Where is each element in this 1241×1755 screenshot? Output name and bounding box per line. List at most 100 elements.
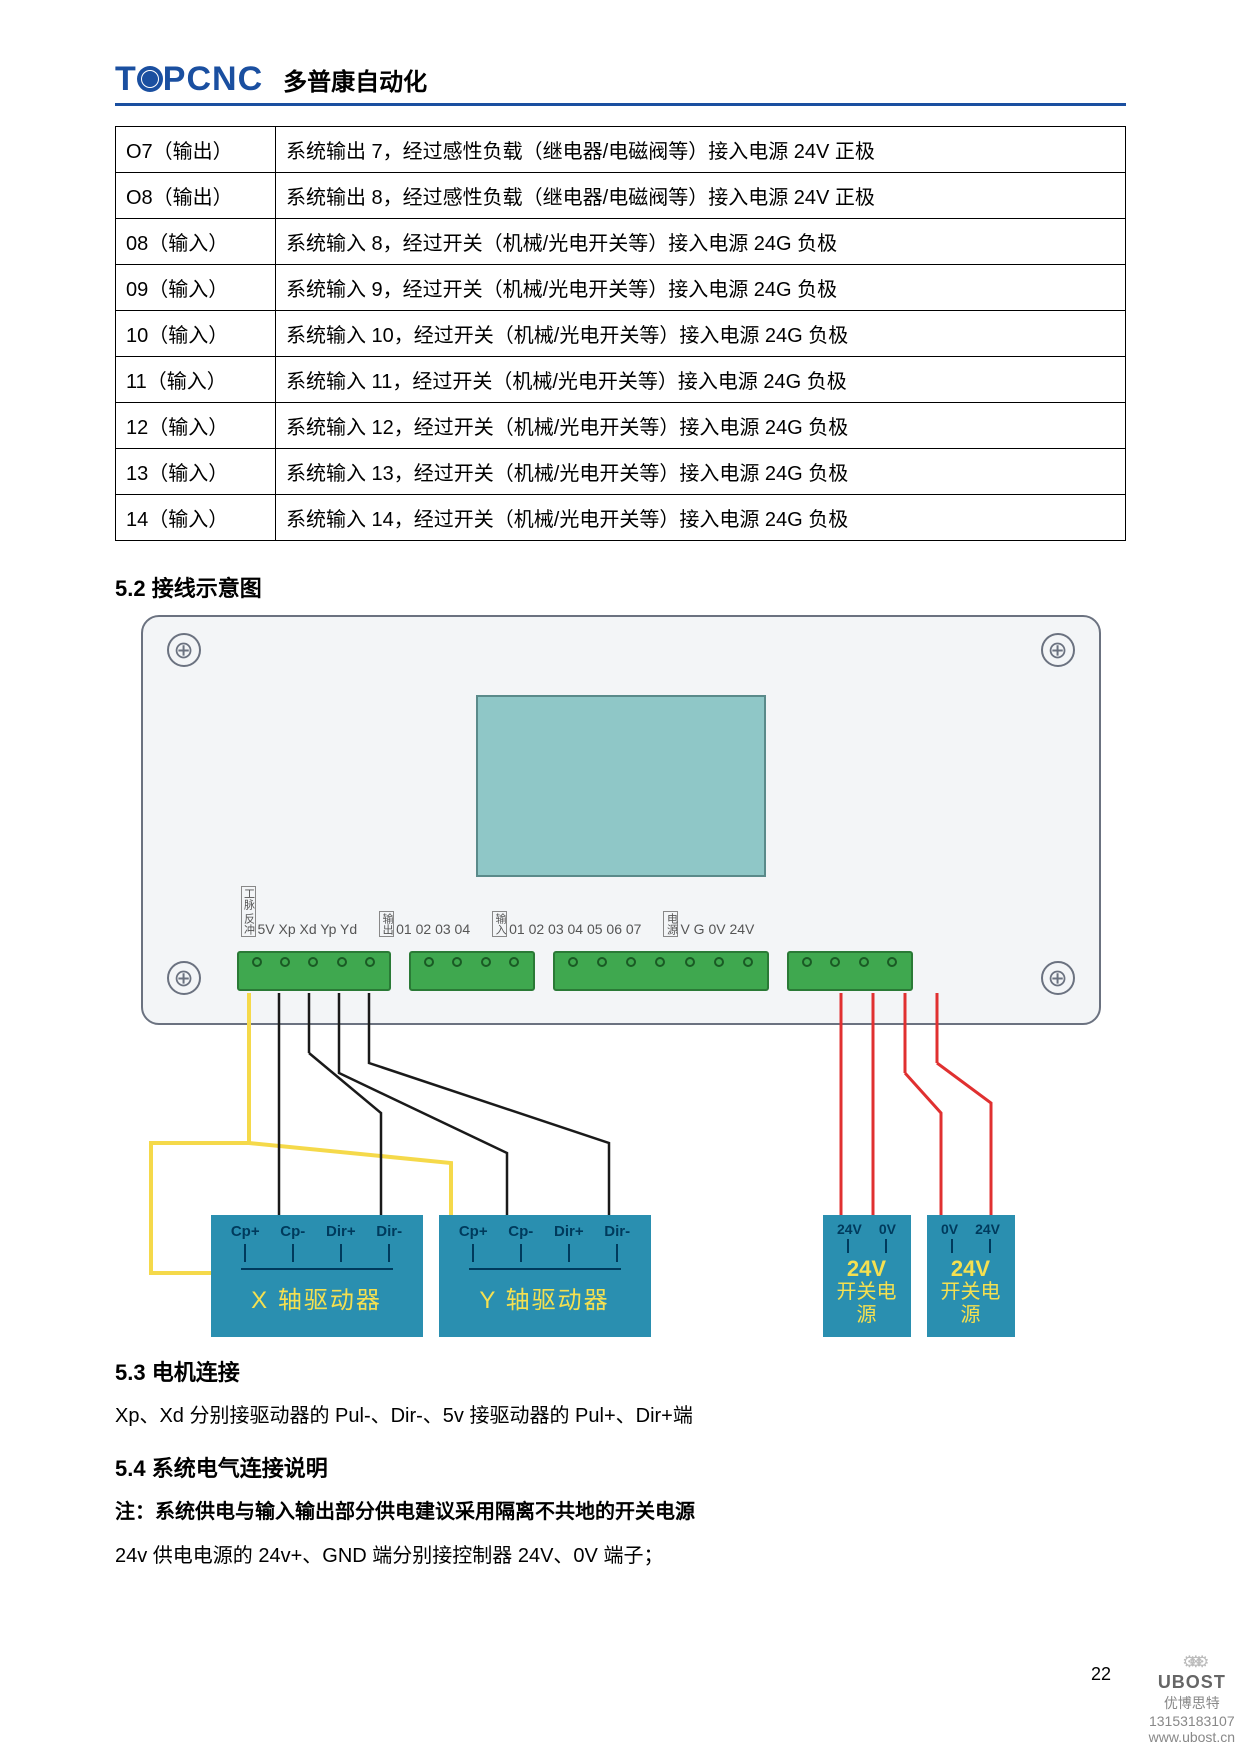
terminal-pin xyxy=(685,957,695,967)
section-5-4: 5.4 系统电气连接说明 xyxy=(115,1451,1126,1483)
logo-prefix: T xyxy=(115,60,137,98)
io-port: 13（输入） xyxy=(116,449,276,495)
terminal-pin xyxy=(308,957,318,967)
io-desc: 系统输出 7，经过感性负载（继电器/电磁阀等）接入电源 24V 正极 xyxy=(276,127,1126,173)
screw-icon: ⊕ xyxy=(1041,961,1075,995)
terminal-pin xyxy=(337,957,347,967)
terminal-pin xyxy=(424,957,434,967)
table-row: 09（输入）系统输入 9，经过开关（机械/光电开关等）接入电源 24G 负极 xyxy=(116,265,1126,311)
header-subtitle: 多普康自动化 xyxy=(283,62,427,99)
section-5-4-note: 注：系统供电与输入输出部分供电建议采用隔离不共地的开关电源 xyxy=(115,1495,1126,1529)
io-desc: 系统输入 14，经过开关（机械/光电开关等）接入电源 24G 负极 xyxy=(276,495,1126,541)
io-port: 11（输入） xyxy=(116,357,276,403)
psu-2: 0V 24V 24V 开关电源 xyxy=(927,1215,1015,1337)
label-prefix: 输出 xyxy=(379,911,394,937)
table-row: 08（输入）系统输入 8，经过开关（机械/光电开关等）接入电源 24G 负极 xyxy=(116,219,1126,265)
terminal-pin xyxy=(452,957,462,967)
psu-pin: 24V xyxy=(837,1221,862,1237)
terminal-pin xyxy=(859,957,869,967)
section-5-4-body: 24v 供电电源的 24v+、GND 端分别接控制器 24V、0V 端子； xyxy=(115,1539,1126,1573)
globe-icon xyxy=(137,66,163,92)
driver-name: X 轴驱动器 xyxy=(221,1280,413,1315)
section-5-3: 5.3 电机连接 xyxy=(115,1355,1126,1387)
watermark: ⚙⚙⚙ UBOST 优博思特 13153183107 www.ubost.cn xyxy=(1149,1652,1235,1745)
terminal-block-4 xyxy=(787,951,913,991)
terminal-pin xyxy=(626,957,636,967)
terminal-pin xyxy=(887,957,897,967)
module-row: Cp+ Cp- Dir+ Dir- X 轴驱动器 Cp+ Cp- Dir+ Di… xyxy=(141,1215,1101,1337)
io-desc: 系统输入 11，经过开关（机械/光电开关等）接入电源 24G 负极 xyxy=(276,357,1126,403)
psu-name: 开关电源 xyxy=(933,1281,1009,1327)
controller-panel: ⊕ ⊕ ⊕ ⊕ 工脉 反冲 5V Xp Xd Yp Yd 输出 01 02 03… xyxy=(141,615,1101,1025)
driver-pin: Cp+ xyxy=(231,1223,260,1240)
label-prefix: 输入 xyxy=(492,911,507,937)
terminal-pin xyxy=(252,957,262,967)
psu-1: 24V 0V 24V 开关电源 xyxy=(823,1215,911,1337)
label-group-4: V G 0V 24V xyxy=(680,921,754,937)
page-header: T PCNC 多普康自动化 xyxy=(115,60,1126,106)
terminal-row xyxy=(237,951,1023,991)
terminal-block-2 xyxy=(409,951,535,991)
page-number: 22 xyxy=(1091,1664,1111,1685)
gear-icon: ⚙⚙⚙ xyxy=(1149,1652,1235,1672)
terminal-labels: 工脉 反冲 5V Xp Xd Yp Yd 输出 01 02 03 04 输入 0… xyxy=(241,886,1019,937)
terminal-pin xyxy=(830,957,840,967)
section-5-3-body: Xp、Xd 分别接驱动器的 Pul-、Dir-、5v 接驱动器的 Pul+、Di… xyxy=(115,1399,1126,1433)
terminal-block-1 xyxy=(237,951,391,991)
watermark-sub: 优博思特 xyxy=(1149,1693,1235,1713)
io-desc: 系统输出 8，经过感性负载（继电器/电磁阀等）接入电源 24V 正极 xyxy=(276,173,1126,219)
terminal-pin xyxy=(481,957,491,967)
terminal-pin xyxy=(714,957,724,967)
section-5-2: 5.2 接线示意图 xyxy=(115,571,1126,603)
psu-pin: 24V xyxy=(975,1221,1000,1237)
io-desc: 系统输入 8，经过开关（机械/光电开关等）接入电源 24G 负极 xyxy=(276,219,1126,265)
terminal-pin xyxy=(597,957,607,967)
io-port: O8（输出） xyxy=(116,173,276,219)
io-port: 09（输入） xyxy=(116,265,276,311)
table-row: O8（输出）系统输出 8，经过感性负载（继电器/电磁阀等）接入电源 24V 正极 xyxy=(116,173,1126,219)
psu-name: 开关电源 xyxy=(829,1281,905,1327)
terminal-pin xyxy=(509,957,519,967)
table-row: 12（输入）系统输入 12，经过开关（机械/光电开关等）接入电源 24G 负极 xyxy=(116,403,1126,449)
psu-pin: 0V xyxy=(879,1221,896,1237)
terminal-pin xyxy=(802,957,812,967)
io-desc: 系统输入 13，经过开关（机械/光电开关等）接入电源 24G 负极 xyxy=(276,449,1126,495)
io-port: 08（输入） xyxy=(116,219,276,265)
watermark-url: www.ubost.cn xyxy=(1149,1729,1235,1745)
io-table: O7（输出）系统输出 7，经过感性负载（继电器/电磁阀等）接入电源 24V 正极… xyxy=(115,126,1126,541)
table-row: 10（输入）系统输入 10，经过开关（机械/光电开关等）接入电源 24G 负极 xyxy=(116,311,1126,357)
wiring-diagram: ⊕ ⊕ ⊕ ⊕ 工脉 反冲 5V Xp Xd Yp Yd 输出 01 02 03… xyxy=(141,615,1101,1335)
watermark-brand: UBOST xyxy=(1149,1672,1235,1693)
table-row: 13（输入）系统输入 13，经过开关（机械/光电开关等）接入电源 24G 负极 xyxy=(116,449,1126,495)
io-port: 12（输入） xyxy=(116,403,276,449)
io-desc: 系统输入 12，经过开关（机械/光电开关等）接入电源 24G 负极 xyxy=(276,403,1126,449)
io-port: 14（输入） xyxy=(116,495,276,541)
label-group-2: 01 02 03 04 xyxy=(396,921,470,937)
terminal-pin xyxy=(568,957,578,967)
driver-pin: Cp+ xyxy=(459,1223,488,1240)
driver-pin: Dir- xyxy=(604,1223,630,1240)
y-axis-driver: Cp+ Cp- Dir+ Dir- Y 轴驱动器 xyxy=(439,1215,651,1337)
psu-voltage: 24V xyxy=(933,1257,1009,1281)
label-prefix: 工脉 反冲 xyxy=(241,886,256,937)
terminal-block-3 xyxy=(553,951,769,991)
watermark-phone: 13153183107 xyxy=(1149,1713,1235,1729)
table-row: 11（输入）系统输入 11，经过开关（机械/光电开关等）接入电源 24G 负极 xyxy=(116,357,1126,403)
psu-voltage: 24V xyxy=(829,1257,905,1281)
terminal-pin xyxy=(280,957,290,967)
screw-icon: ⊕ xyxy=(1041,633,1075,667)
driver-pin: Cp- xyxy=(508,1223,533,1240)
label-group-1: 5V Xp Xd Yp Yd xyxy=(258,921,358,937)
io-desc: 系统输入 9，经过开关（机械/光电开关等）接入电源 24G 负极 xyxy=(276,265,1126,311)
x-axis-driver: Cp+ Cp- Dir+ Dir- X 轴驱动器 xyxy=(211,1215,423,1337)
label-prefix: 电源 xyxy=(663,911,678,937)
driver-pin: Dir+ xyxy=(326,1223,356,1240)
table-row: 14（输入）系统输入 14，经过开关（机械/光电开关等）接入电源 24G 负极 xyxy=(116,495,1126,541)
psu-pin: 0V xyxy=(941,1221,958,1237)
label-group-3: 01 02 03 04 05 06 07 xyxy=(509,921,641,937)
logo-suffix: PCNC xyxy=(163,60,263,98)
io-port: O7（输出） xyxy=(116,127,276,173)
driver-pin: Cp- xyxy=(280,1223,305,1240)
terminal-pin xyxy=(743,957,753,967)
table-row: O7（输出）系统输出 7，经过感性负载（继电器/电磁阀等）接入电源 24V 正极 xyxy=(116,127,1126,173)
